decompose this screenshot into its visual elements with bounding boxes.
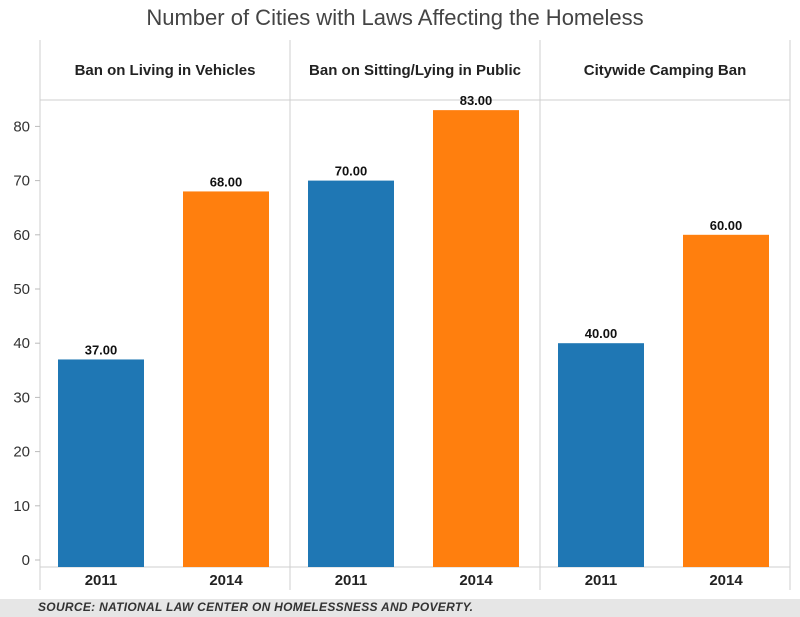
- bar-2011: [58, 359, 144, 567]
- data-label: 60.00: [710, 218, 743, 233]
- y-tick-label: 30: [13, 389, 30, 406]
- x-category-label: 2014: [459, 572, 493, 589]
- chart-title: Number of Cities with Laws Affecting the…: [146, 5, 643, 30]
- x-category-label: 2011: [85, 572, 118, 589]
- y-tick-label: 70: [13, 173, 30, 190]
- chart: Number of Cities with Laws Affecting the…: [13, 5, 791, 590]
- x-category-label: 2011: [585, 572, 618, 589]
- panel-header: Ban on Living in Vehicles: [75, 62, 256, 79]
- x-category-label: 2011: [335, 572, 368, 589]
- y-tick-label: 50: [13, 281, 30, 298]
- source-note: SOURCE: NATIONAL LAW CENTER ON HOMELESSN…: [38, 600, 474, 614]
- data-label: 37.00: [85, 342, 118, 357]
- bar-2011: [558, 343, 644, 567]
- chart-plot-area: 0 10 20 30 40 50 60 70 80 Ban on Living in Vehicl…: [13, 40, 791, 590]
- y-tick-label: 40: [13, 335, 30, 352]
- y-tick-label: 0: [22, 552, 30, 569]
- data-label: 68.00: [210, 174, 243, 189]
- bar-2014: [183, 191, 269, 567]
- y-tick-label: 20: [13, 444, 30, 461]
- data-label: 40.00: [585, 326, 618, 341]
- bar-2014: [683, 234, 769, 568]
- bar-2014: [433, 110, 519, 567]
- data-label: 70.00: [335, 164, 368, 179]
- y-tick-label: 10: [13, 498, 30, 515]
- panel-header: Citywide Camping Ban: [584, 62, 747, 79]
- bar-2011: [308, 180, 394, 567]
- source-bar: SOURCE: NATIONAL LAW CENTER ON HOMELESSN…: [0, 599, 800, 617]
- y-tick-label: 80: [13, 118, 30, 135]
- x-category-label: 2014: [709, 572, 743, 589]
- data-label: 83.00: [460, 93, 493, 108]
- x-category-label: 2014: [209, 572, 243, 589]
- panel-header: Ban on Sitting/Lying in Public: [309, 62, 521, 79]
- y-tick-label: 60: [13, 227, 30, 244]
